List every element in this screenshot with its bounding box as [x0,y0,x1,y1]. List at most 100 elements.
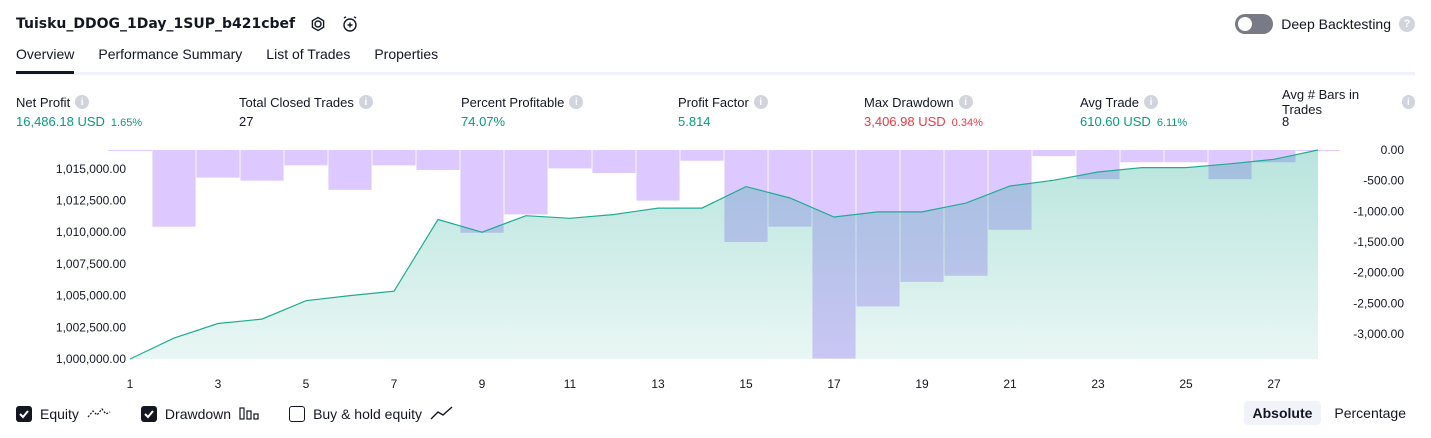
legend-equity[interactable]: Equity [16,405,111,424]
legend-label: Drawdown [164,406,232,422]
drawdown-bar [504,150,548,215]
metric-label: Avg # Bars in Trades [1282,87,1360,117]
gear-icon[interactable] [309,15,327,33]
equity-line [129,149,1319,360]
metric-label: Max Drawdown [864,94,954,110]
tab-properties[interactable]: Properties [374,46,439,62]
equity-line-icon [87,405,111,424]
drawdown-bar [108,150,152,151]
metric-net-profit: Net Profit i 16,486.18 USD 1.65% [16,94,142,130]
x-tick-label: 11 [564,377,577,390]
y-left-tick-label: 1,005,000.00 [56,289,126,303]
metric-label: Percent Profitable [461,94,565,110]
metric-value: 27 [239,114,254,129]
drawdown-checkbox[interactable] [140,406,157,422]
toggle-knob [1238,17,1253,31]
drawdown-bar [1120,150,1164,163]
metric-label: Net Profit [16,94,71,110]
metric-profit-factor: Profit Factor i 5.814 [678,94,768,130]
legend-label: Equity [40,406,79,422]
y-right-tick-label: -3,000.00 [1353,327,1404,341]
y-left-tick-label: 1,012,500.00 [56,194,126,208]
metric-value: 8 [1282,114,1290,129]
metric-value: 610.60 USD [1080,114,1151,129]
drawdown-bars-icon [239,405,259,424]
tab-overview[interactable]: Overview [16,46,75,74]
info-icon[interactable]: i [569,95,584,109]
absolute-button[interactable]: Absolute [1243,401,1322,425]
y-left-tick-label: 1,002,500.00 [56,320,126,334]
x-tick-label: 27 [1267,377,1281,390]
y-right-tick-label: -2,500.00 [1353,296,1404,310]
y-left-tick-label: 1,015,000.00 [56,162,126,176]
x-tick-label: 19 [915,377,929,390]
help-icon[interactable]: ? [1399,16,1415,32]
info-icon[interactable]: i [753,95,768,109]
tab-list-of-trades[interactable]: List of Trades [266,46,351,62]
strategy-title: Tuisku_DDOG_1Day_1SUP_b421cbef [16,16,296,32]
metric-percent: 6.11% [1156,117,1188,129]
x-tick-label: 5 [303,377,310,390]
x-tick-label: 9 [479,377,486,390]
x-tick-label: 1 [127,377,134,390]
percentage-button[interactable]: Percentage [1334,405,1406,421]
x-tick-label: 15 [739,377,753,390]
metric-value: 16,486.18 USD [16,114,105,129]
drawdown-bar [636,150,680,201]
info-icon[interactable]: i [75,95,90,109]
info-icon[interactable]: i [958,95,973,109]
drawdown-bar [416,150,460,170]
info-icon[interactable]: i [1144,95,1159,109]
drawdown-bar [372,150,416,166]
deep-backtesting-label: Deep Backtesting [1281,16,1391,32]
y-right-tick-label: -500.00 [1363,174,1404,188]
y-left-tick-label: 1,010,000.00 [56,225,126,239]
equity-drawdown-chart[interactable]: 1,015,000.00 1,012,500.00 1,010,000.00 1,00… [0,140,1431,390]
y-right-tick-label: 0.00 [1381,143,1405,157]
x-tick-label: 25 [1179,377,1193,390]
x-tick-label: 13 [651,377,665,390]
x-tick-label: 21 [1003,377,1017,390]
drawdown-bar [240,150,284,181]
drawdown-bar [592,150,636,174]
metric-avg-trade: Avg Trade i 610.60 USD 6.11% [1080,94,1187,130]
drawdown-bar [1164,150,1208,163]
deep-backtesting-toggle[interactable] [1235,14,1274,34]
metric-value: 5.814 [678,114,711,129]
y-left-tick-label: 1,000,000.00 [56,352,126,366]
strategy-header: Tuisku_DDOG_1Day_1SUP_b421cbef [16,12,359,36]
x-tick-label: 17 [827,377,841,390]
metric-value: 74.07% [461,114,506,129]
buy-hold-line-icon [430,405,454,424]
legend-label: Buy & hold equity [313,406,423,422]
drawdown-bar [460,150,504,233]
add-alert-icon[interactable] [341,15,359,33]
metric-value: 3,406.98 USD [864,114,946,129]
equity-checkbox[interactable] [16,406,32,422]
metrics-row: Net Profit i 16,486.18 USD 1.65% Total Clo… [16,87,1415,134]
drawdown-bar [196,150,240,178]
legend-drawdown[interactable]: Drawdown [140,405,259,424]
tab-performance-summary[interactable]: Performance Summary [98,46,243,62]
drawdown-bar [152,150,196,227]
info-icon[interactable]: i [1401,95,1415,109]
y-left-tick-label: 1,007,500.00 [56,257,126,271]
tab-bar: Overview Performance Summary List of Tra… [16,46,438,74]
equity-area [130,150,1318,359]
deep-backtesting-control: Deep Backtesting ? [1235,12,1415,36]
drawdown-bar [328,150,372,190]
metric-label: Avg Trade [1080,94,1140,110]
chart-legend: Equity Drawdown Buy & hold equity [16,402,454,426]
buy-hold-checkbox[interactable] [289,406,306,422]
x-tick-label: 7 [391,377,398,390]
metric-avg-bars-in-trades: Avg # Bars in Trades i 8 [1282,87,1415,130]
info-icon[interactable]: i [358,95,373,109]
drawdown-bar [1032,150,1076,157]
metric-max-drawdown: Max Drawdown i 3,406.98 USD 0.34% [864,94,983,130]
metric-label: Profit Factor [678,94,749,110]
tabs-divider [16,72,1415,75]
legend-buy-hold-equity[interactable]: Buy & hold equity [289,405,454,424]
drawdown-bar [680,150,724,161]
y-right-tick-label: -1,000.00 [1353,204,1404,218]
metric-percent: 1.65% [110,117,143,129]
